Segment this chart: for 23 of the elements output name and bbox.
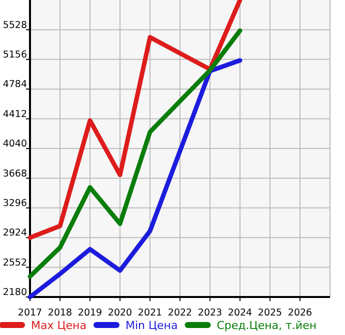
x-tick-label: 2026	[288, 307, 312, 318]
y-tick-label: 4040	[2, 138, 27, 150]
y-tick-label: 2180	[2, 287, 27, 298]
y-tick-label: 3668	[2, 168, 27, 180]
legend-label: Сред.Цена, т.йен	[216, 318, 317, 332]
x-tick-label: 2021	[138, 307, 162, 318]
x-tick-label: 2024	[228, 307, 252, 318]
y-tick-label: 2552	[2, 257, 27, 268]
x-tick-label: 2018	[48, 307, 72, 318]
y-tick-label: 3296	[2, 198, 27, 209]
y-tick-label: 5528	[2, 20, 27, 31]
y-tick-label: 4412	[2, 108, 27, 120]
y-tick-label: 4784	[2, 79, 27, 90]
legend-label: Min Цена	[125, 318, 178, 332]
legend-label: Max Цена	[31, 318, 86, 332]
x-tick-label: 2025	[258, 307, 282, 318]
x-tick-label: 2017	[18, 307, 42, 318]
x-tick-label: 2019	[78, 307, 102, 318]
x-tick-label: 2022	[168, 307, 192, 318]
y-tick-label: 2924	[2, 228, 27, 239]
x-tick-label: 2023	[198, 307, 222, 318]
y-tick-label: 5156	[2, 50, 27, 60]
x-tick-label: 2020	[108, 307, 132, 318]
